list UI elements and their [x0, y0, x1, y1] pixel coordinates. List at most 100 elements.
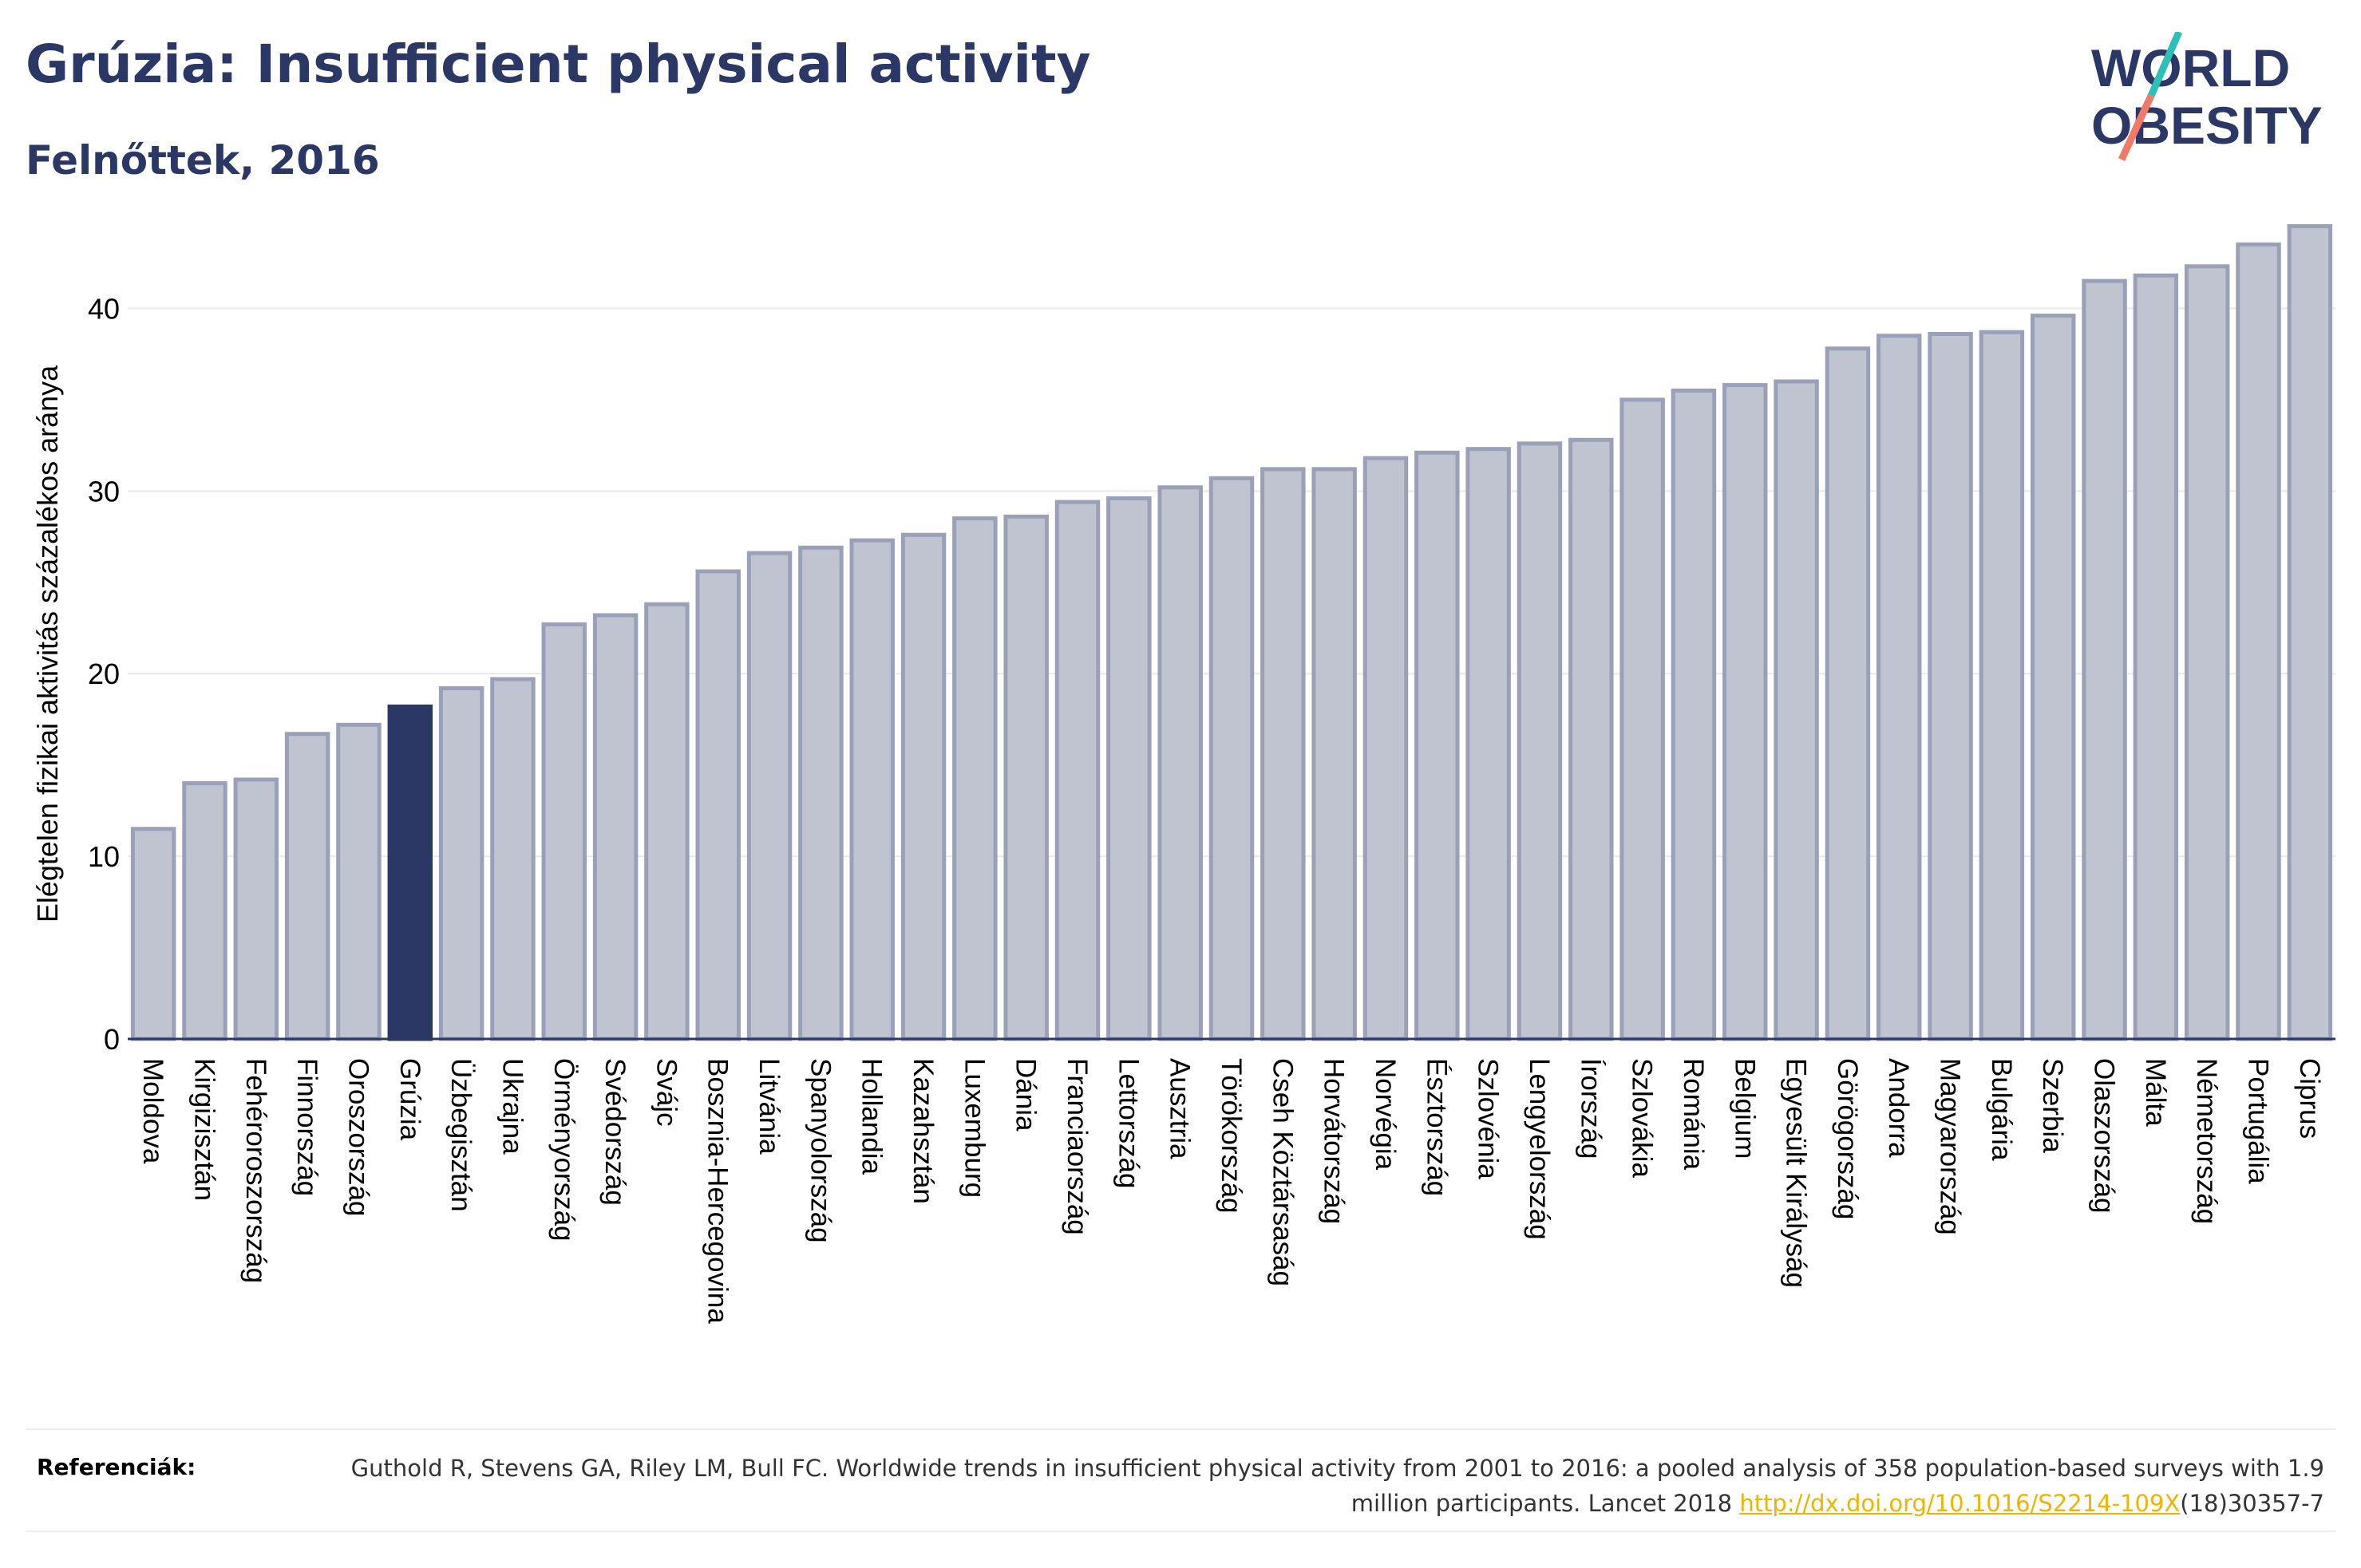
references-citation-end: (18)30357-7 — [2180, 1490, 2324, 1517]
y-tick-label: 0 — [104, 1023, 120, 1056]
x-tick-label: Norvégia — [1370, 1058, 1401, 1171]
x-tick-label: Egyesült Királyság — [1781, 1058, 1812, 1288]
references-text: Guthold R, Stevens GA, Riley LM, Bull FC… — [329, 1451, 2324, 1521]
bar-Bosznia-Hercegovina[interactable] — [695, 569, 741, 1041]
chart-title: Grúzia: Insufficient physical activity — [26, 34, 1091, 95]
bar-Észtország[interactable] — [1414, 450, 1460, 1041]
bar-Andorra[interactable] — [1877, 334, 1922, 1041]
y-tick-label: 20 — [88, 658, 120, 690]
x-tick-label: Finnország — [291, 1058, 322, 1196]
bar-Egyesült Királyság[interactable] — [1774, 379, 1819, 1041]
x-tick-label: Kazahsztán — [908, 1058, 939, 1204]
bar-Németország[interactable] — [2184, 264, 2230, 1041]
x-tick-label: Litvánia — [753, 1058, 785, 1155]
x-tick-labels: Moldova Kirgizisztán Fehéroroszország Finno… — [137, 1058, 2325, 1324]
bar-Svájc[interactable] — [644, 602, 690, 1041]
x-tick-label: Franciaország — [1062, 1058, 1093, 1235]
x-tick-label: Spanyolország — [805, 1058, 836, 1243]
x-tick-label: Grúzia — [394, 1058, 425, 1141]
x-tick-label: Szlovákia — [1627, 1058, 1658, 1178]
bar-Lengyelország[interactable] — [1517, 441, 1563, 1041]
bar-Svédország[interactable] — [592, 613, 639, 1041]
bar-Finnország[interactable] — [284, 732, 330, 1041]
x-tick-label: Bulgária — [1986, 1058, 2017, 1161]
world-obesity-logo: WORLD OBESITY — [2091, 32, 2323, 161]
logo-slash-coral — [2118, 94, 2155, 161]
bar-Norvégia[interactable] — [1362, 456, 1409, 1041]
references-section: Referenciák: Guthold R, Stevens GA, Rile… — [26, 1428, 2335, 1532]
x-tick-label: Svájc — [651, 1058, 682, 1127]
x-tick-label: Ukrajna — [496, 1058, 528, 1155]
x-tick-label: Törökország — [1216, 1058, 1247, 1214]
bar-Ausztria[interactable] — [1157, 485, 1203, 1041]
bar-Örményország[interactable] — [541, 622, 587, 1041]
bar-Hollandia[interactable] — [849, 538, 895, 1041]
references-citation: Guthold R, Stevens GA, Riley LM, Bull FC… — [350, 1455, 2324, 1517]
bar-Spanyolország[interactable] — [798, 545, 844, 1041]
bar-Ciprus[interactable] — [2287, 223, 2333, 1041]
y-axis-label: Elégtelen fizikai aktivitás százalékos a… — [31, 365, 64, 922]
x-tick-label: Örményország — [548, 1058, 579, 1242]
bar-Luxemburg[interactable] — [952, 516, 998, 1041]
x-tick-label: Cseh Köztársaság — [1267, 1058, 1298, 1286]
x-tick-label: Üzbegisztán — [445, 1058, 477, 1212]
x-tick-label: Svédország — [599, 1058, 631, 1206]
references-label: Referenciák: — [37, 1454, 196, 1480]
x-tick-label: Oroszország — [342, 1058, 374, 1216]
x-tick-label: Olaszország — [2089, 1058, 2120, 1214]
x-tick-label: Portugália — [2243, 1058, 2274, 1184]
logo-slash-teal — [2147, 32, 2183, 97]
bar-Bulgária[interactable] — [1979, 330, 2025, 1041]
bar-Lettország[interactable] — [1106, 496, 1152, 1041]
bar-Oroszország[interactable] — [336, 722, 382, 1041]
bar-Dánia[interactable] — [1003, 514, 1049, 1041]
bar-Görögország[interactable] — [1825, 346, 1871, 1041]
bar-Szerbia[interactable] — [2030, 314, 2076, 1041]
bar-Üzbegisztán[interactable] — [438, 686, 484, 1041]
x-tick-label: Hollandia — [856, 1058, 888, 1175]
bar-Kazahsztán[interactable] — [900, 532, 947, 1041]
x-tick-label: Luxemburg — [959, 1058, 990, 1198]
x-tick-label: Görögország — [1832, 1058, 1863, 1219]
bar-Horvátország[interactable] — [1311, 467, 1357, 1041]
bar-Ukrajna[interactable] — [490, 677, 536, 1041]
bar-Írország[interactable] — [1568, 437, 1614, 1041]
bar-Szlovákia[interactable] — [1619, 397, 1665, 1041]
x-tick-label: Írország — [1575, 1058, 1606, 1159]
x-tick-label: Magyarország — [1935, 1058, 1966, 1235]
bar-Belgium[interactable] — [1722, 383, 1768, 1041]
x-tick-label: Málta — [2140, 1058, 2171, 1127]
bar-Grúzia[interactable] — [387, 704, 433, 1041]
bar-Portugália[interactable] — [2236, 242, 2281, 1041]
bar-Magyarország[interactable] — [1928, 331, 1973, 1041]
x-tick-label: Horvátország — [1319, 1058, 1350, 1224]
chart-subtitle: Felnőttek, 2016 — [26, 137, 380, 184]
x-tick-label: Románia — [1678, 1058, 1709, 1171]
bar-Cseh Köztársaság[interactable] — [1260, 467, 1306, 1041]
x-tick-label: Lengyelország — [1524, 1058, 1555, 1240]
bars — [130, 223, 2333, 1041]
bar-Litvánia[interactable] — [746, 551, 793, 1041]
y-tick-label: 30 — [88, 475, 120, 508]
x-tick-label: Szerbia — [2037, 1058, 2068, 1153]
x-tick-label: Belgium — [1729, 1058, 1760, 1159]
bar-Málta[interactable] — [2133, 273, 2179, 1041]
bar-Kirgizisztán[interactable] — [182, 781, 227, 1041]
bar-Románia[interactable] — [1671, 388, 1717, 1041]
bar-Fehéroroszország[interactable] — [233, 777, 279, 1041]
bar-Franciaország[interactable] — [1054, 500, 1101, 1041]
bar-Olaszország[interactable] — [2082, 278, 2127, 1041]
bar-Moldova[interactable] — [130, 827, 176, 1041]
x-tick-label: Észtország — [1421, 1058, 1452, 1196]
y-tick-label: 10 — [88, 840, 120, 873]
x-tick-label: Szlovénia — [1473, 1058, 1504, 1179]
x-tick-label: Ciprus — [2294, 1058, 2325, 1139]
x-tick-label: Andorra — [1883, 1058, 1914, 1158]
references-doi-link[interactable]: http://dx.doi.org/10.1016/S2214-109X — [1739, 1490, 2181, 1517]
bar-Törökország[interactable] — [1208, 476, 1255, 1041]
y-tick-label: 40 — [88, 292, 120, 325]
x-tick-label: Dánia — [1010, 1058, 1042, 1132]
x-tick-label: Moldova — [137, 1058, 168, 1164]
x-tick-label: Fehéroroszország — [240, 1058, 271, 1283]
bar-Szlovénia[interactable] — [1465, 447, 1511, 1041]
